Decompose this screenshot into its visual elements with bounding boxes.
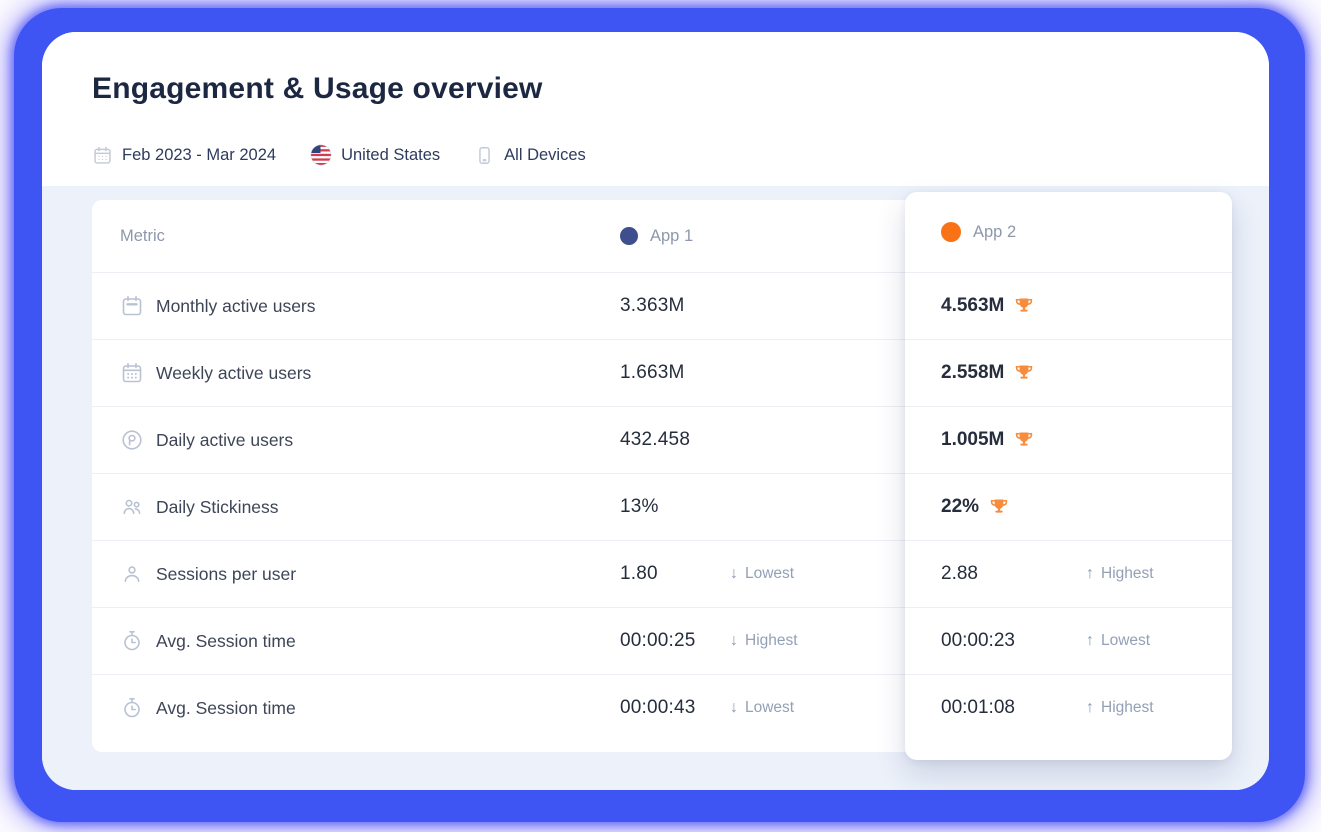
date-range-label: Feb 2023 - Mar 2024: [122, 145, 277, 164]
app1-trend-label: Lowest: [745, 565, 795, 582]
date-range-filter: Feb 2023 - Mar 2024: [92, 145, 276, 166]
mobile-device-icon: [474, 145, 495, 166]
app2-value-group: 00:01:08: [941, 697, 1086, 719]
table-row: Avg. Session time 00:00:43 ↓ Lowest: [92, 675, 1232, 741]
app2-dot-icon: [941, 222, 961, 242]
table-header-row: Metric App 1: [92, 200, 1232, 273]
us-flag-icon: [310, 144, 332, 166]
trophy-icon: [1013, 362, 1035, 384]
app1-value: 3.363M: [620, 295, 685, 316]
app2-trend-badge: ↑ Highest: [1086, 699, 1232, 717]
trophy-icon: [1013, 429, 1035, 451]
app2-row: 1.005M: [905, 407, 1232, 474]
stopwatch-icon: [120, 696, 156, 720]
app1-trend-label: Highest: [745, 632, 798, 649]
metric-label: Avg. Session time: [156, 697, 296, 718]
app1-trend-badge: ↓ Lowest: [730, 565, 1232, 583]
country-label: United States: [341, 145, 441, 164]
report-body: Metric App 1 Monthly active users 3.363M W…: [42, 186, 1269, 790]
app2-value: 00:01:08: [941, 697, 1015, 718]
app1-trend-badge: ↓ Lowest: [730, 699, 1232, 717]
devices-filter: All Devices: [474, 145, 586, 166]
arrow-up-icon: ↑: [1086, 699, 1094, 716]
table-row: Monthly active users 3.363M: [92, 273, 1232, 340]
report-card: Engagement & Usage overview Feb 2023 - M…: [42, 32, 1269, 790]
arrow-down-icon: ↓: [730, 699, 738, 716]
metric-label: Daily active users: [156, 429, 294, 450]
metric-column-header: Metric: [120, 226, 165, 245]
app2-value-group: 00:00:23: [941, 630, 1086, 652]
app2-trend-label: Highest: [1101, 565, 1154, 582]
arrow-down-icon: ↓: [730, 565, 738, 582]
metric-label: Avg. Session time: [156, 630, 296, 651]
table-row: Sessions per user 1.80 ↓ Lowest: [92, 541, 1232, 608]
report-header: Engagement & Usage overview Feb 2023 - M…: [42, 32, 1269, 186]
glow-border: Engagement & Usage overview Feb 2023 - M…: [14, 8, 1305, 822]
report-filters: Feb 2023 - Mar 2024: [92, 144, 586, 166]
app2-value: 2.558M: [941, 362, 1005, 383]
metric-label: Sessions per user: [156, 563, 297, 584]
trophy-icon: [988, 496, 1010, 518]
users-icon: [120, 495, 156, 519]
app1-value: 13%: [620, 496, 659, 517]
app2-value: 4.563M: [941, 295, 1005, 316]
app2-value-group: 22%: [941, 496, 1086, 518]
app2-column-header: App 2: [905, 192, 1232, 273]
trophy-icon: [1013, 295, 1035, 317]
country-filter: United States: [310, 144, 440, 166]
app2-value: 00:00:23: [941, 630, 1015, 651]
app1-value: 1.663M: [620, 362, 685, 383]
table-row: Daily active users 432.458: [92, 407, 1232, 474]
app2-value: 2.88: [941, 563, 978, 584]
app2-value-group: 1.005M: [941, 429, 1086, 451]
app2-trend-label: Lowest: [1101, 632, 1151, 649]
app1-value: 00:00:25: [620, 630, 696, 651]
app2-row: 00:00:23 ↑ Lowest: [905, 608, 1232, 675]
app1-dot-icon: [620, 227, 638, 245]
app1-value: 1.80: [620, 563, 658, 584]
app2-value-group: 2.88: [941, 563, 1086, 585]
app2-row: 2.88 ↑ Highest: [905, 541, 1232, 608]
arrow-up-icon: ↑: [1086, 565, 1094, 582]
app1-trend-badge: ↓ Highest: [730, 632, 1232, 650]
arrow-up-icon: ↑: [1086, 632, 1094, 649]
app2-value-group: 4.563M: [941, 295, 1086, 317]
stopwatch-icon: [120, 629, 156, 653]
app2-row: 4.563M: [905, 273, 1232, 340]
app2-value-group: 2.558M: [941, 362, 1086, 384]
calendar-icon: [92, 145, 113, 166]
calendar-week-icon: [120, 361, 156, 385]
app2-trend-badge: ↑ Lowest: [1086, 632, 1232, 650]
app1-value: 00:00:43: [620, 697, 696, 718]
app2-row: 00:01:08 ↑ Highest: [905, 675, 1232, 741]
app2-value: 22%: [941, 496, 980, 517]
app2-row: 2.558M: [905, 340, 1232, 407]
table-row: Avg. Session time 00:00:25 ↓ Highest: [92, 608, 1232, 675]
app1-column-header: App 1: [620, 227, 1232, 246]
app1-value: 432.458: [620, 429, 691, 450]
metric-label: Daily Stickiness: [156, 496, 279, 517]
app2-trend-badge: ↑ Highest: [1086, 565, 1232, 583]
app2-label: App 2: [973, 222, 1017, 241]
table-row: Daily Stickiness 13%: [92, 474, 1232, 541]
table-row: Weekly active users 1.663M: [92, 340, 1232, 407]
app2-column-card: App 2 4.563M 2.558M 1.005M 22% 2.88 ↑ Highest 0…: [905, 192, 1232, 760]
metric-label: Monthly active users: [156, 295, 316, 316]
app2-value: 1.005M: [941, 429, 1005, 450]
app1-trend-label: Lowest: [745, 699, 795, 716]
page-title: Engagement & Usage overview: [92, 72, 543, 105]
arrow-down-icon: ↓: [730, 632, 738, 649]
app1-label: App 1: [650, 226, 694, 245]
calendar-day-icon: [120, 428, 156, 452]
calendar-month-icon: [120, 294, 156, 318]
metric-label: Weekly active users: [156, 362, 312, 383]
devices-label: All Devices: [504, 145, 586, 164]
app2-trend-label: Highest: [1101, 699, 1154, 716]
app2-row: 22%: [905, 474, 1232, 541]
user-icon: [120, 562, 156, 586]
